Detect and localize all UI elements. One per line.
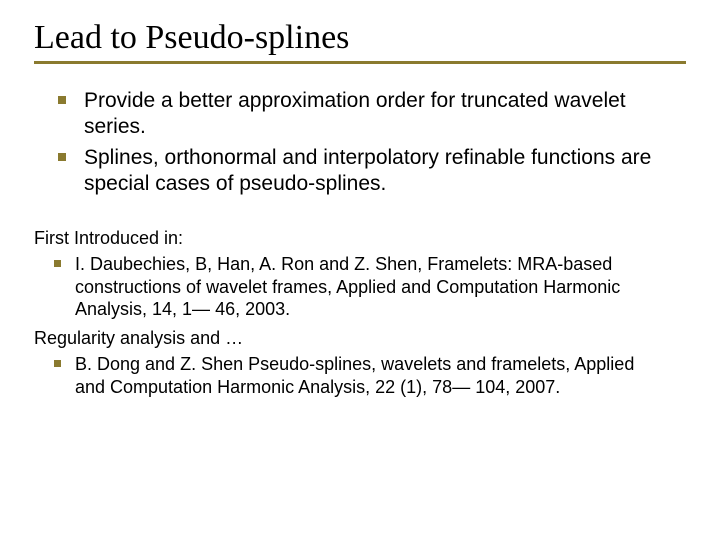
list-item: Splines, orthonormal and interpolatory r…	[58, 145, 676, 196]
main-bullet-block: Provide a better approximation order for…	[34, 88, 686, 196]
reference-text: B. Dong and Z. Shen Pseudo-splines, wave…	[75, 353, 666, 398]
regularity-lead: Regularity analysis and …	[34, 327, 666, 350]
title-underline	[34, 61, 686, 64]
square-bullet-icon	[58, 96, 66, 104]
slide-title: Lead to Pseudo-splines	[34, 18, 686, 57]
list-item: Provide a better approximation order for…	[58, 88, 676, 139]
slide: Lead to Pseudo-splines Provide a better …	[0, 0, 720, 540]
square-bullet-icon	[58, 153, 66, 161]
intro-lead: First Introduced in:	[34, 227, 666, 250]
list-item: I. Daubechies, B, Han, A. Ron and Z. She…	[34, 253, 666, 321]
list-item-text: Provide a better approximation order for…	[84, 88, 676, 139]
reference-text: I. Daubechies, B, Han, A. Ron and Z. She…	[75, 253, 666, 321]
list-item-text: Splines, orthonormal and interpolatory r…	[84, 145, 676, 196]
list-item: B. Dong and Z. Shen Pseudo-splines, wave…	[34, 353, 666, 398]
references-block: First Introduced in: I. Daubechies, B, H…	[34, 227, 686, 399]
square-bullet-icon	[54, 260, 61, 267]
square-bullet-icon	[54, 360, 61, 367]
